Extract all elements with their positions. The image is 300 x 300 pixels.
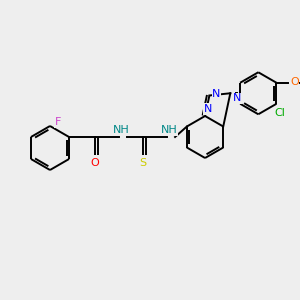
- Text: F: F: [55, 117, 61, 127]
- Text: N: N: [233, 93, 242, 103]
- Text: O: O: [290, 77, 299, 87]
- Text: NH: NH: [161, 125, 177, 135]
- Text: NH: NH: [113, 125, 129, 135]
- Text: O: O: [91, 158, 99, 168]
- Text: N: N: [212, 89, 220, 100]
- Text: Cl: Cl: [274, 108, 285, 118]
- Text: N: N: [204, 104, 212, 114]
- Text: S: S: [140, 158, 147, 168]
